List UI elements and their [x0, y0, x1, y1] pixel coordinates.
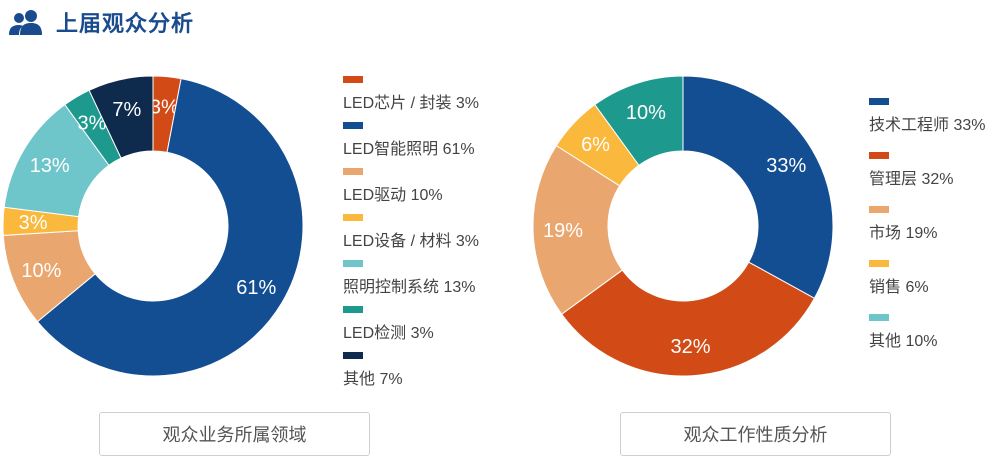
- legend-label: 管理层 32%: [869, 171, 954, 188]
- legend-label: 销售 6%: [869, 279, 929, 296]
- legend-label: LED智能照明 61%: [343, 141, 475, 158]
- business-field-legend: LED芯片 / 封装 3% LED智能照明 61% LED驱动 10% LED设备 /…: [343, 76, 513, 388]
- slice-4: [594, 75, 684, 167]
- slice-1: [36, 78, 304, 377]
- section-title: 上届观众分析: [56, 11, 195, 36]
- job-nature-donut-chart: 33% 32% 19% 6% 10%: [532, 75, 834, 377]
- slice-label-0: 33%: [766, 155, 806, 177]
- legend-swatch: [343, 214, 363, 221]
- job-nature-legend: 技术工程师 33% 管理层 32% 市场 19% 销售 6% 其他 10%: [869, 98, 1001, 358]
- caption-label: 观众工作性质分析: [683, 425, 828, 445]
- legend-swatch: [869, 206, 889, 213]
- slice-label-5: 3%: [77, 113, 106, 135]
- legend-label: 其他 10%: [869, 333, 938, 350]
- slice-label-4: 13%: [30, 155, 70, 177]
- legend-swatch: [869, 260, 889, 267]
- slice-label-3: 3%: [19, 212, 48, 234]
- legend-swatch: [343, 122, 363, 129]
- legend-label: LED检测 3%: [343, 325, 434, 342]
- legend-label: 技术工程师 33%: [869, 117, 986, 134]
- slice-label-2: 19%: [543, 220, 583, 242]
- section-header: 上届观众分析: [8, 6, 194, 38]
- legend-swatch: [869, 98, 889, 105]
- legend-swatch: [869, 152, 889, 159]
- slice-label-4: 10%: [626, 102, 666, 124]
- slice-label-1: 32%: [671, 336, 711, 358]
- legend-swatch: [343, 168, 363, 175]
- slice-0: [682, 75, 834, 299]
- legend-label: LED驱动 10%: [343, 187, 443, 204]
- users-icon: [9, 10, 42, 35]
- slice-2: [532, 144, 624, 315]
- legend-swatch: [343, 260, 363, 267]
- slice-label-2: 10%: [21, 260, 61, 282]
- legend-label: 其他 7%: [343, 371, 403, 388]
- slice-label-3: 6%: [581, 134, 610, 156]
- job-nature-caption-button[interactable]: 观众工作性质分析: [620, 412, 891, 456]
- legend-swatch: [343, 352, 363, 359]
- slice-1: [560, 261, 816, 377]
- slice-label-1: 61%: [236, 277, 276, 299]
- business-field-caption-button[interactable]: 观众业务所属领域: [99, 412, 370, 456]
- legend-label: LED芯片 / 封装 3%: [343, 95, 480, 112]
- legend-label: 照明控制系统 13%: [343, 279, 476, 296]
- slice-label-0: 3%: [150, 97, 179, 119]
- legend-label: 市场 19%: [869, 225, 938, 242]
- legend-label: LED设备 / 材料 3%: [343, 233, 480, 250]
- legend-swatch: [869, 314, 889, 321]
- legend-swatch: [343, 306, 363, 313]
- business-field-donut-chart: 3% 61% 10% 3% 13% 3% 7%: [2, 75, 304, 377]
- caption-label: 观众业务所属领域: [162, 425, 307, 445]
- slice-label-6: 7%: [112, 99, 141, 121]
- legend-swatch: [343, 76, 363, 83]
- slice-6: [88, 75, 154, 159]
